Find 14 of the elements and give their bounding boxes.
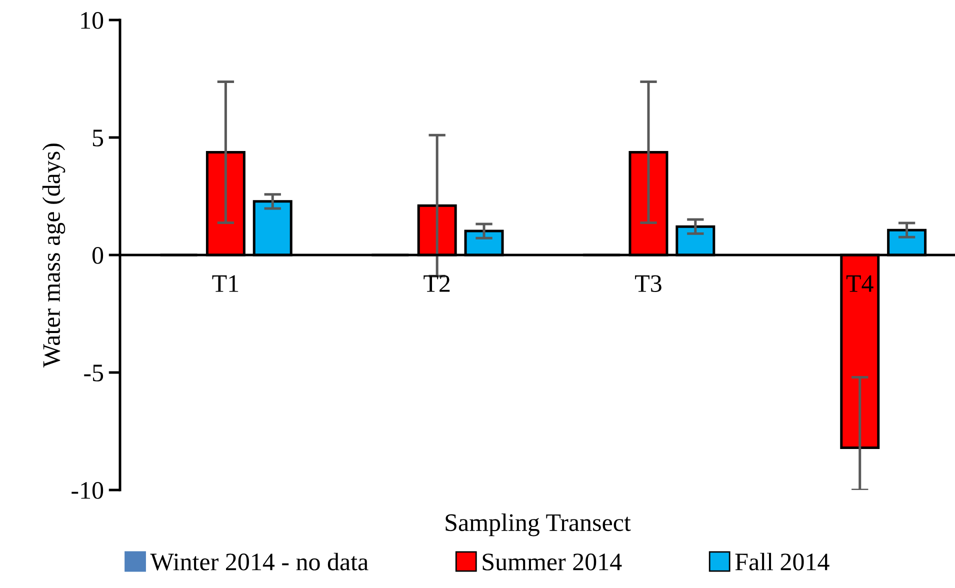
y-tick-label: 5	[92, 130, 104, 146]
x-tick-label: T4	[846, 275, 874, 292]
y-axis-title: Water mass age (days)	[42, 144, 66, 368]
x-tick-label: T1	[212, 275, 238, 292]
legend-label: Winter 2014 - no data	[150, 552, 368, 571]
legend-label: Summer 2014	[482, 554, 622, 570]
y-tick-label: 10	[81, 12, 104, 29]
y-tick-label: -10	[72, 482, 104, 499]
y-tick-label: -5	[84, 364, 104, 382]
x-axis-title: Sampling Transect	[446, 514, 631, 536]
x-tick-label: T2	[424, 275, 450, 292]
x-tick-label: T3	[635, 275, 662, 292]
y-tick-label: 0	[92, 247, 104, 264]
legend-label: Fall 2014	[735, 552, 830, 570]
